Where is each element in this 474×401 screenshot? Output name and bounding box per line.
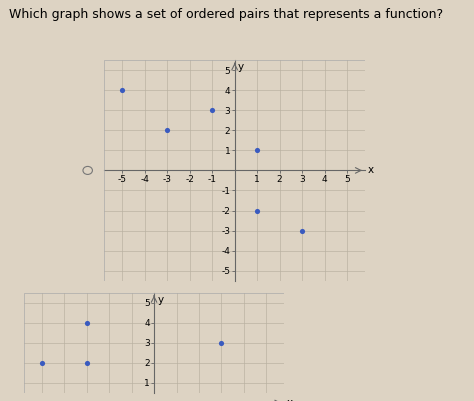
Point [218,340,225,346]
Point [209,107,216,113]
Text: y: y [238,62,244,72]
Point [253,147,261,154]
Point [253,207,261,214]
Point [83,320,91,326]
Text: y: y [157,295,164,305]
Point [298,227,306,234]
Text: Which graph shows a set of ordered pairs that represents a function?: Which graph shows a set of ordered pairs… [9,8,444,21]
Text: x: x [287,398,293,401]
Text: x: x [367,166,374,175]
Point [118,87,126,93]
Point [164,127,171,134]
Point [83,360,91,366]
Point [38,360,46,366]
